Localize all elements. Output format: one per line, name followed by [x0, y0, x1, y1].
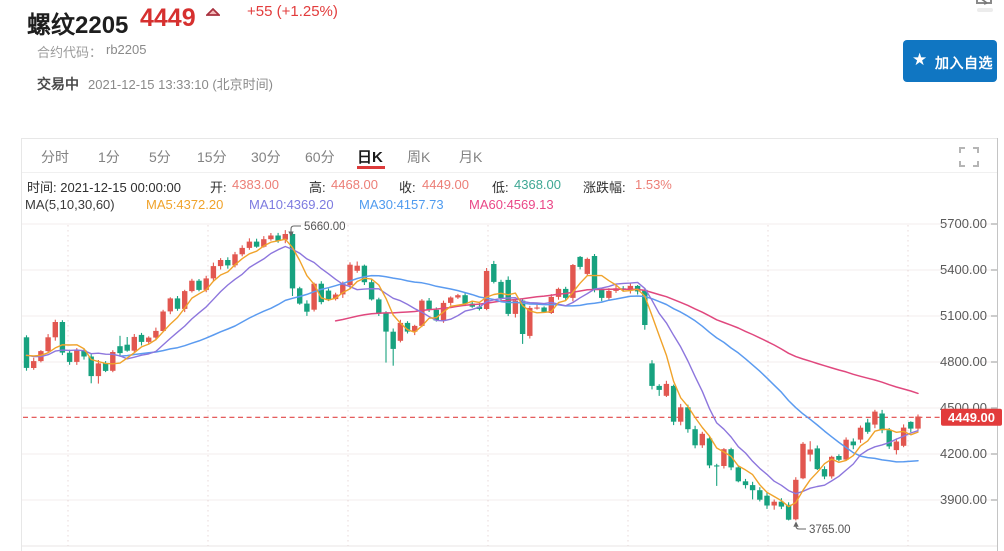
svg-text:4800.00: 4800.00: [940, 354, 987, 369]
svg-text:4449.00: 4449.00: [948, 410, 995, 425]
svg-text:5400.00: 5400.00: [940, 262, 987, 277]
svg-text:5660.00: 5660.00: [304, 221, 346, 233]
svg-text:5700.00: 5700.00: [940, 216, 987, 231]
svg-text:5100.00: 5100.00: [940, 308, 987, 323]
svg-text:4200.00: 4200.00: [940, 446, 987, 461]
svg-text:3765.00: 3765.00: [809, 524, 851, 536]
svg-text:3900.00: 3900.00: [940, 492, 987, 507]
